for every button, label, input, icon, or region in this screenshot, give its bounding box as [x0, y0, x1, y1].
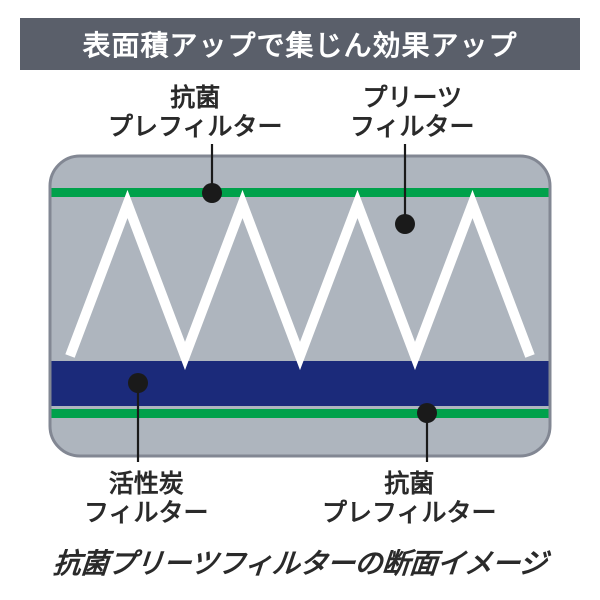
diagram-svg: [20, 76, 580, 536]
callout-label: 抗菌 プレフィルター: [322, 470, 497, 528]
footer-caption: 抗菌プリーツフィルターの断面イメージ: [18, 542, 581, 582]
callout-label: 活性炭 フィルター: [84, 470, 209, 528]
callout-label: プリーツ フィルター: [350, 84, 475, 142]
callout-label: 抗菌 プレフィルター: [108, 84, 283, 142]
filter-diagram: 抗菌 プレフィルタープリーツ フィルター活性炭 フィルター抗菌 プレフィルター: [20, 76, 580, 536]
header-bar: 表面積アップで集じん効果アップ: [20, 18, 580, 70]
